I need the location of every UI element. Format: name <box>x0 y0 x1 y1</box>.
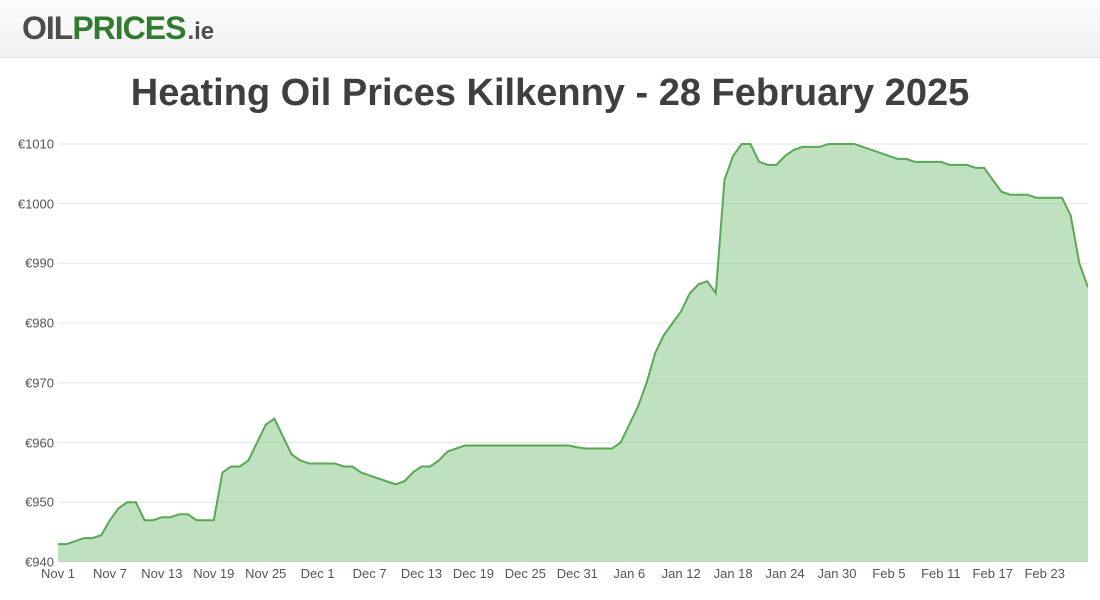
plot-area <box>58 132 1088 562</box>
x-tick-label: Feb 23 <box>1024 566 1064 581</box>
x-tick-label: Jan 30 <box>817 566 856 581</box>
y-tick-label: €980 <box>25 316 54 331</box>
x-tick-label: Nov 13 <box>141 566 182 581</box>
x-tick-label: Nov 1 <box>41 566 75 581</box>
y-tick-label: €1010 <box>18 136 54 151</box>
x-tick-label: Nov 7 <box>93 566 127 581</box>
logo-seg-oil: OIL <box>22 10 72 47</box>
x-tick-label: Dec 13 <box>401 566 442 581</box>
y-tick-label: €990 <box>25 256 54 271</box>
x-tick-label: Nov 19 <box>193 566 234 581</box>
y-axis-labels: €940€950€960€970€980€990€1000€1010 <box>0 132 54 562</box>
x-tick-label: Jan 6 <box>613 566 645 581</box>
x-tick-label: Jan 24 <box>766 566 805 581</box>
site-logo[interactable]: OIL PRICES .ie <box>22 10 214 47</box>
chart-svg <box>58 132 1088 562</box>
y-tick-label: €950 <box>25 495 54 510</box>
x-tick-label: Feb 5 <box>872 566 905 581</box>
x-tick-label: Dec 31 <box>557 566 598 581</box>
x-tick-label: Jan 18 <box>714 566 753 581</box>
y-tick-label: €960 <box>25 435 54 450</box>
x-tick-label: Dec 19 <box>453 566 494 581</box>
x-tick-label: Feb 11 <box>921 566 961 581</box>
y-tick-label: €1000 <box>18 196 54 211</box>
x-tick-label: Dec 25 <box>505 566 546 581</box>
chart-container: Heating Oil Prices Kilkenny - 28 Februar… <box>0 58 1100 600</box>
header-bar: OIL PRICES .ie <box>0 0 1100 58</box>
logo-seg-prices: PRICES <box>72 10 185 47</box>
x-tick-label: Dec 1 <box>301 566 335 581</box>
x-axis-labels: Nov 1Nov 7Nov 13Nov 19Nov 25Dec 1Dec 7De… <box>58 564 1088 594</box>
logo-seg-tld: .ie <box>187 18 214 46</box>
x-tick-label: Feb 17 <box>973 566 1013 581</box>
x-tick-label: Nov 25 <box>245 566 286 581</box>
y-tick-label: €970 <box>25 375 54 390</box>
chart-title: Heating Oil Prices Kilkenny - 28 Februar… <box>0 58 1100 121</box>
x-tick-label: Dec 7 <box>353 566 387 581</box>
x-tick-label: Jan 12 <box>662 566 701 581</box>
